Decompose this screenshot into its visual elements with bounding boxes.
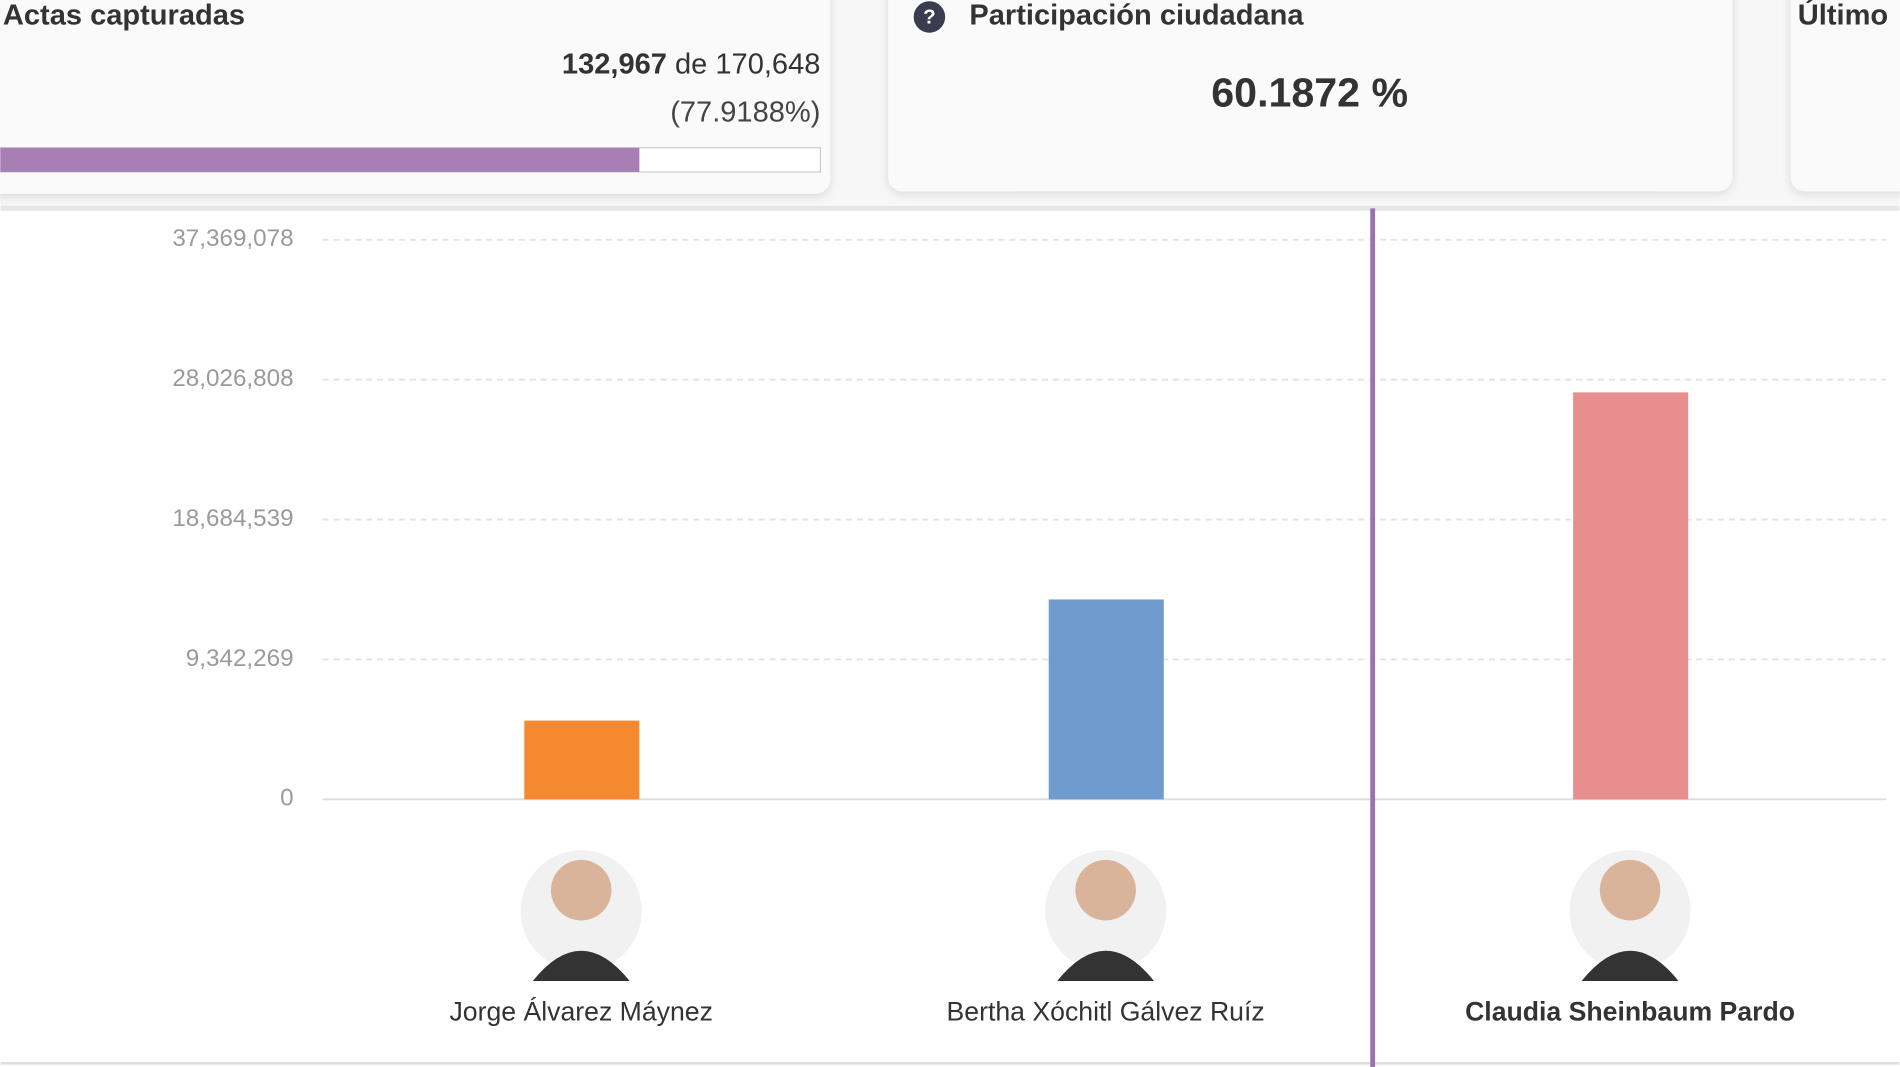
photo-head <box>550 859 612 921</box>
total: 170,648 <box>715 48 820 80</box>
percent-label: (77.9188%) <box>670 97 820 129</box>
participation-value: 60.1872 % <box>1211 70 1408 116</box>
x-tick-label: Claudia Sheinbaum Pardo <box>1465 997 1795 1027</box>
card-title: Último <box>1798 0 1888 32</box>
card <box>0 0 831 194</box>
y-tick-label: 28,026,808 <box>172 365 293 392</box>
x-tick-label: Jorge Álvarez Máynez <box>450 997 713 1027</box>
progress-fill <box>0 147 640 172</box>
photo-body <box>532 950 630 982</box>
captured: 132,967 <box>562 48 667 80</box>
photo-body <box>1057 950 1155 982</box>
bar <box>1048 599 1164 800</box>
connector: de <box>675 48 707 80</box>
count: 132,967 de 170,648 <box>562 48 820 80</box>
bar <box>524 720 640 800</box>
help-icon-glyph: ? <box>923 6 936 29</box>
bar <box>1573 392 1689 800</box>
card-title: Actas capturadas <box>3 0 245 32</box>
photo-head <box>1075 859 1136 921</box>
x-tick-label: Bertha Xóchitl Gálvez Ruíz <box>947 997 1265 1027</box>
chart: 0 9,342,269 18,684,539 28,026,808 37,369,078… <box>172 208 1887 1067</box>
card-title: Participación ciudadana <box>969 0 1304 32</box>
y-tick-label: 37,369,078 <box>172 225 293 252</box>
y-tick-label: 0 <box>280 785 293 812</box>
photo-body <box>1581 950 1679 982</box>
y-tick-label: 9,342,269 <box>186 645 294 672</box>
card <box>888 0 1733 192</box>
card <box>1790 0 1900 192</box>
help-icon[interactable] <box>913 1 946 33</box>
divider <box>0 205 1900 211</box>
y-tick-label: 18,684,539 <box>172 505 293 532</box>
photo-head <box>1599 859 1661 921</box>
